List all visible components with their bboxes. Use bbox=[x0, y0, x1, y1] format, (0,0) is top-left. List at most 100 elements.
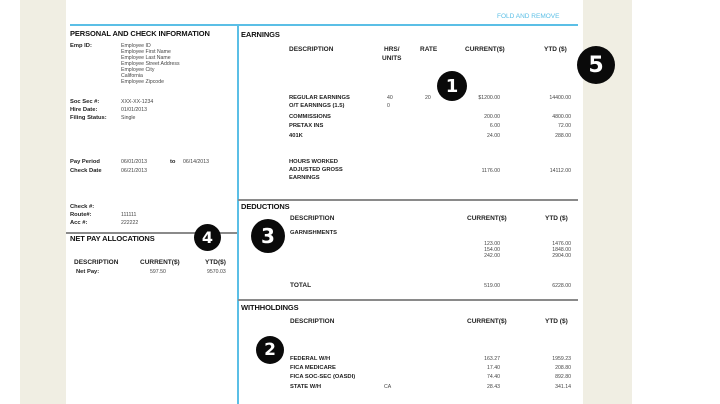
pay-stub bbox=[66, 0, 583, 404]
earnings-row-rate: 20 bbox=[425, 95, 431, 101]
earnings-header-units: UNITS bbox=[382, 55, 402, 62]
pay-period-from: 06/01/2013 bbox=[121, 159, 147, 165]
emp-line: Employee Street Address bbox=[121, 61, 180, 67]
garnishment-ytd: 1848.00 bbox=[552, 247, 571, 253]
filing-status-label: Filing Status: bbox=[70, 115, 107, 121]
left-margin bbox=[20, 0, 66, 404]
soc-sec-value: XXX-XX-1234 bbox=[121, 99, 154, 105]
withholding-row-current: 28.43 bbox=[487, 384, 500, 390]
column-divider bbox=[237, 25, 239, 404]
withholding-row-desc: FICA MEDICARE bbox=[290, 365, 336, 371]
withholding-row-current: 17.40 bbox=[487, 365, 500, 371]
withholding-row-current: 74.40 bbox=[487, 374, 500, 380]
earnings-row-hrs: 0 bbox=[387, 103, 390, 109]
pay-period-label: Pay Period bbox=[70, 159, 100, 165]
acc-value: 222222 bbox=[121, 220, 139, 226]
total-label: TOTAL bbox=[290, 282, 312, 289]
deductions-header-current: CURRENT($) bbox=[467, 215, 507, 222]
withholding-row-desc: FEDERAL W/H bbox=[290, 356, 331, 362]
earnings-header-desc: DESCRIPTION bbox=[289, 46, 334, 53]
hours-worked-label: HOURS WORKED bbox=[289, 159, 338, 165]
net-pay-desc: Net Pay: bbox=[76, 269, 100, 275]
marker-1: 1 bbox=[437, 71, 467, 101]
earnings-row-desc: COMMISSIONS bbox=[289, 114, 331, 120]
garnishment-current: 242.00 bbox=[484, 253, 500, 259]
earnings-row-hrs: 40 bbox=[387, 95, 393, 101]
adjusted-gross-label: ADJUSTED GROSS bbox=[289, 167, 343, 173]
fold-and-remove-label: FOLD AND REMOVE bbox=[497, 13, 560, 20]
withholding-row-ytd: 892.80 bbox=[555, 374, 571, 380]
withholding-row-desc: FICA SOC-SEC (OASDI) bbox=[290, 374, 356, 380]
fold-line bbox=[70, 24, 578, 26]
garnishments-label: GARNISHMENTS bbox=[290, 230, 338, 236]
route-label: Route#: bbox=[70, 212, 92, 218]
withholdings-header-current: CURRENT($) bbox=[467, 318, 507, 325]
earnings-row-ytd: 4800.00 bbox=[552, 114, 571, 120]
withholding-row-current: 163.27 bbox=[484, 356, 500, 362]
marker-2: 2 bbox=[256, 336, 284, 364]
garnishment-ytd: 1476.00 bbox=[552, 241, 571, 247]
garnishment-current: 154.00 bbox=[484, 247, 500, 253]
check-date-value: 06/21/2013 bbox=[121, 168, 147, 174]
withholding-row-ytd: 208.80 bbox=[555, 365, 571, 371]
earnings-row-current: 24.00 bbox=[487, 133, 500, 139]
deductions-header-desc: DESCRIPTION bbox=[290, 215, 335, 222]
net-pay-current: 597.50 bbox=[150, 269, 166, 275]
withholding-row-ytd: 341.14 bbox=[555, 384, 571, 390]
earnings-divider bbox=[238, 199, 578, 201]
net-pay-header-ytd: YTD($) bbox=[205, 259, 226, 266]
withholding-row-ytd: 1959.23 bbox=[552, 356, 571, 362]
check-date-label: Check Date bbox=[70, 168, 102, 174]
emp-line: Employee City bbox=[121, 67, 155, 73]
total-current: 519.00 bbox=[484, 283, 500, 289]
adjusted-gross-label-2: EARNINGS bbox=[289, 175, 320, 181]
net-pay-divider bbox=[66, 232, 237, 234]
withholding-row-desc: STATE W/H bbox=[290, 384, 322, 390]
garnishment-ytd: 2904.00 bbox=[552, 253, 571, 259]
adjusted-gross-ytd: 14112.00 bbox=[549, 168, 571, 174]
net-pay-header-desc: DESCRIPTION bbox=[74, 259, 119, 266]
earnings-row-current: 200.00 bbox=[484, 114, 500, 120]
personal-title: PERSONAL AND CHECK INFORMATION bbox=[70, 29, 210, 38]
emp-line: Employee Zipcode bbox=[121, 79, 164, 85]
route-value: 111111 bbox=[121, 212, 137, 218]
net-pay-header-current: CURRENT($) bbox=[140, 259, 180, 266]
earnings-row-desc: 401K bbox=[289, 133, 303, 139]
check-number-label: Check #: bbox=[70, 204, 95, 210]
marker-3: 3 bbox=[251, 219, 285, 253]
withholdings-header-desc: DESCRIPTION bbox=[290, 318, 335, 325]
emp-line: Employee ID bbox=[121, 43, 151, 49]
earnings-header-current: CURRENT($) bbox=[465, 46, 505, 53]
deductions-divider bbox=[238, 299, 578, 301]
earnings-header-rate: RATE bbox=[420, 46, 438, 53]
marker-4: 4 bbox=[194, 224, 221, 251]
emp-line: California bbox=[121, 73, 143, 79]
earnings-header-ytd: YTD ($) bbox=[544, 46, 567, 53]
net-pay-ytd: 9570.03 bbox=[207, 269, 226, 275]
earnings-row-ytd: 14400.00 bbox=[549, 95, 571, 101]
earnings-header-hrs: HRS/ bbox=[384, 46, 400, 53]
earnings-row-ytd: 72.00 bbox=[558, 123, 571, 129]
garnishment-current: 123.00 bbox=[484, 241, 500, 247]
emp-id-label: Emp ID: bbox=[70, 43, 92, 49]
earnings-title: EARNINGS bbox=[241, 30, 280, 39]
emp-line: Employee Last Name bbox=[121, 55, 171, 61]
withholding-row-state: CA bbox=[384, 384, 392, 390]
to-label: to bbox=[170, 159, 176, 165]
earnings-row-ytd: 288.00 bbox=[555, 133, 571, 139]
total-ytd: 6228.00 bbox=[552, 283, 571, 289]
earnings-row-desc: O/T EARNINGS (1.5) bbox=[289, 103, 345, 109]
emp-line: Employee First Name bbox=[121, 49, 171, 55]
pay-period-to: 06/14/2013 bbox=[183, 159, 209, 165]
hire-date-value: 01/01/2013 bbox=[121, 107, 147, 113]
hire-date-label: Hire Date: bbox=[70, 107, 98, 113]
net-pay-title: NET PAY ALLOCATIONS bbox=[70, 234, 155, 243]
earnings-row-desc: PRETAX INS bbox=[289, 123, 324, 129]
deductions-header-ytd: YTD ($) bbox=[545, 215, 568, 222]
filing-status-value: Single bbox=[121, 115, 136, 121]
earnings-row-desc: REGULAR EARNINGS bbox=[289, 95, 350, 101]
withholdings-header-ytd: YTD ($) bbox=[545, 318, 568, 325]
earnings-row-current: 6.00 bbox=[489, 123, 500, 129]
adjusted-gross-current: 1176.00 bbox=[481, 168, 500, 174]
earnings-row-current: $1200.00 bbox=[478, 95, 500, 101]
